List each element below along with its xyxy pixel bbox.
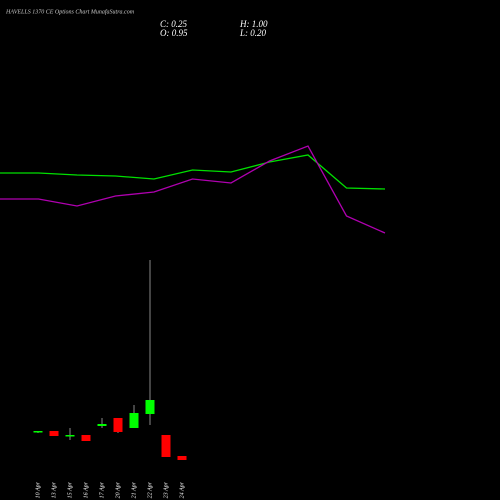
x-tick-label: 23 Apr [163, 481, 169, 498]
x-tick-label: 10 Apr [35, 481, 41, 498]
ohlc-close: C: 0.25 [160, 19, 188, 29]
chart-title: HAVELLS 1370 CE Options Chart MunafaSutr… [5, 8, 135, 15]
candle-body [49, 431, 59, 436]
candle-body [113, 418, 123, 432]
ohlc-open: O: 0.95 [160, 28, 188, 38]
candle-body [81, 435, 91, 441]
candle-body [145, 400, 155, 414]
candle-body [65, 435, 75, 437]
x-tick-label: 21 Apr [131, 481, 137, 498]
ohlc-low: L: 0.20 [239, 28, 267, 38]
candle-body [97, 424, 107, 426]
candle-body [129, 413, 139, 428]
candle-body [161, 435, 171, 457]
indicator-line [0, 145, 386, 234]
ohlc-high: H: 1.00 [239, 19, 268, 29]
x-tick-label: 17 Apr [99, 481, 105, 498]
x-tick-label: 15 Apr [67, 481, 73, 498]
x-tick-label: 22 Apr [147, 481, 153, 498]
candle-body [33, 431, 43, 433]
candle-body [177, 456, 187, 460]
x-tick-label: 16 Apr [83, 481, 89, 498]
indicator-line [0, 154, 386, 190]
x-tick-label: 13 Apr [51, 481, 57, 498]
x-tick-label: 24 Apr [178, 481, 185, 498]
x-tick-label: 20 Apr [115, 481, 121, 498]
